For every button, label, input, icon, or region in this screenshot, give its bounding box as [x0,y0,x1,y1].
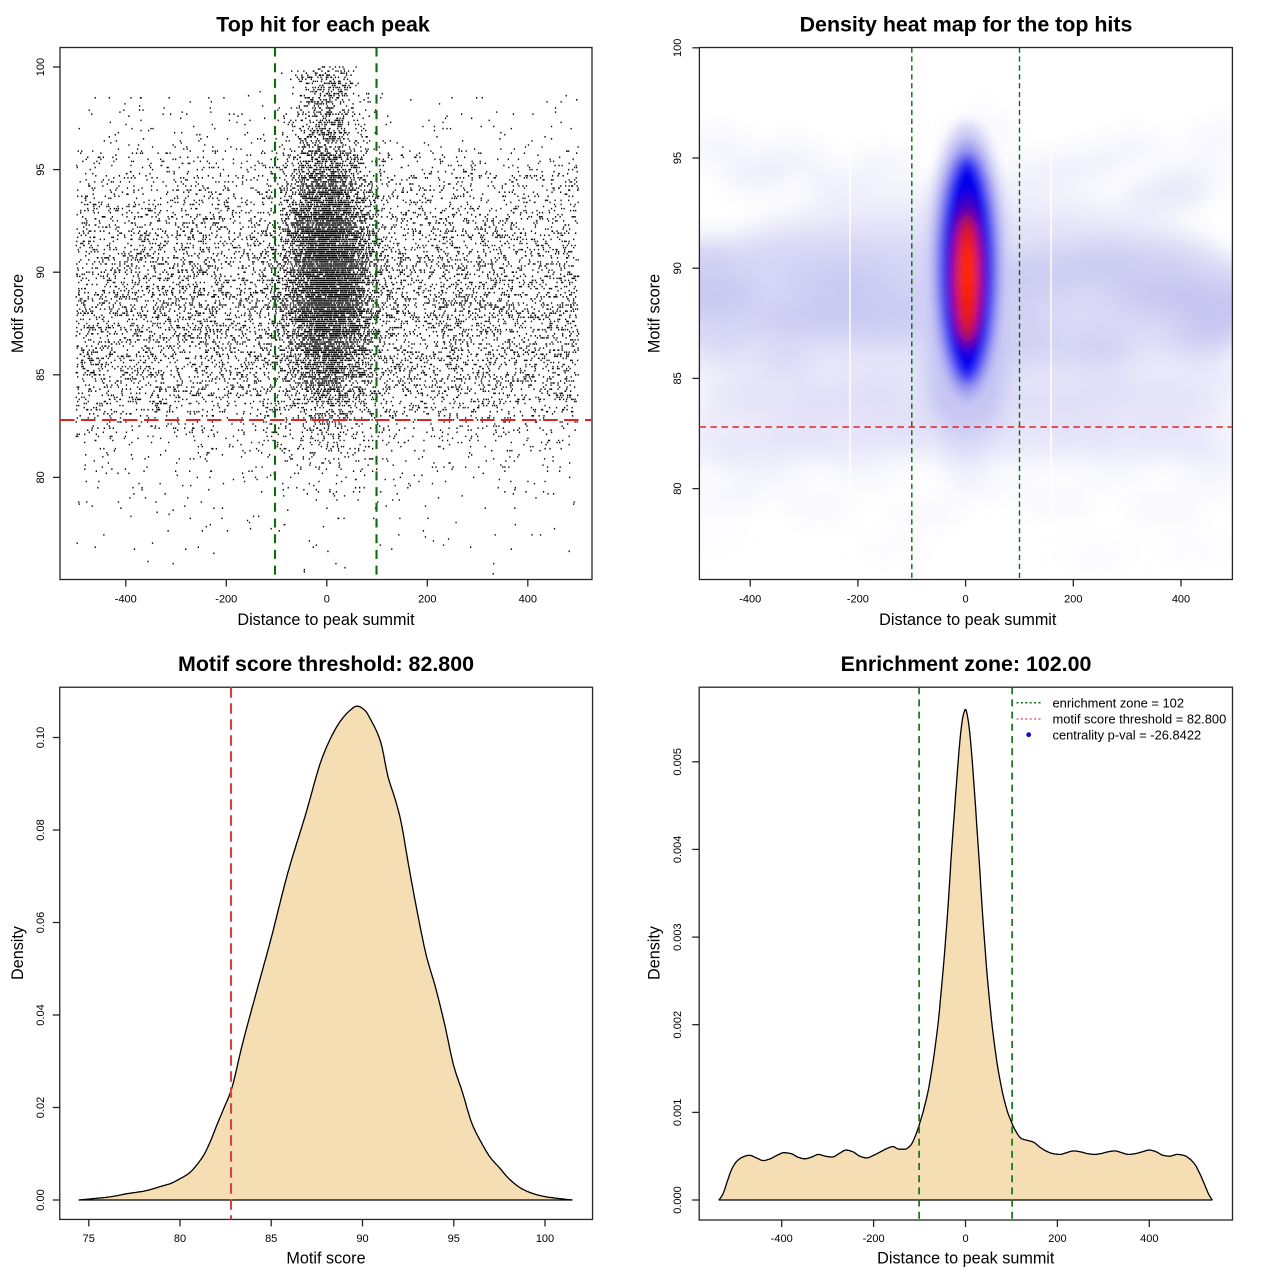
svg-text:0: 0 [963,593,969,605]
svg-text:Top hit for each peak: Top hit for each peak [216,13,430,37]
svg-text:-400: -400 [115,593,137,605]
svg-text:100: 100 [536,1233,554,1245]
svg-text:0.005: 0.005 [672,748,684,776]
svg-text:Enrichment zone: 102.00: Enrichment zone: 102.00 [841,652,1092,676]
svg-text:Density: Density [646,925,664,980]
svg-text:100: 100 [672,39,684,57]
svg-text:80: 80 [672,482,684,494]
svg-text:-200: -200 [215,593,237,605]
svg-text:200: 200 [1048,1233,1066,1245]
svg-text:Density: Density [9,925,27,980]
svg-text:Distance to peak summit: Distance to peak summit [877,1249,1055,1267]
svg-text:90: 90 [356,1233,368,1245]
svg-text:-200: -200 [847,593,869,605]
svg-text:-400: -400 [771,1233,793,1245]
svg-text:0.002: 0.002 [672,1011,684,1039]
svg-text:0.00: 0.00 [35,1189,47,1210]
svg-text:200: 200 [418,593,436,605]
svg-text:-200: -200 [863,1233,885,1245]
svg-text:Motif score threshold: 82.800: Motif score threshold: 82.800 [178,652,474,676]
svg-text:0.004: 0.004 [672,836,684,864]
svg-text:75: 75 [83,1233,95,1245]
svg-text:400: 400 [519,593,537,605]
svg-text:90: 90 [35,266,47,278]
svg-text:0.06: 0.06 [35,912,47,933]
svg-text:Motif score: Motif score [286,1249,365,1267]
svg-text:Distance to peak summit: Distance to peak summit [237,611,415,629]
svg-text:0.001: 0.001 [672,1099,684,1127]
svg-text:0.04: 0.04 [35,1004,47,1025]
svg-text:Density heat map for the top h: Density heat map for the top hits [800,13,1133,37]
svg-text:400: 400 [1172,593,1190,605]
svg-text:Distance to peak summit: Distance to peak summit [879,611,1057,629]
svg-text:90: 90 [672,262,684,274]
svg-text:0: 0 [962,1233,968,1245]
svg-text:80: 80 [35,471,47,483]
svg-text:95: 95 [448,1233,460,1245]
svg-text:0: 0 [324,593,330,605]
svg-text:Motif score: Motif score [646,274,664,353]
svg-text:85: 85 [672,372,684,384]
svg-text:0.000: 0.000 [672,1186,684,1214]
svg-text:motif score threshold = 82.800: motif score threshold = 82.800 [1053,712,1227,727]
svg-text:0.10: 0.10 [35,727,47,748]
svg-text:0.003: 0.003 [672,923,684,951]
svg-text:80: 80 [174,1233,186,1245]
svg-text:400: 400 [1140,1233,1158,1245]
svg-text:Motif score: Motif score [9,274,27,353]
svg-text:85: 85 [265,1233,277,1245]
svg-text:enrichment zone = 102: enrichment zone = 102 [1053,696,1185,711]
svg-text:100: 100 [35,58,47,76]
svg-text:-400: -400 [739,593,761,605]
svg-text:95: 95 [672,152,684,164]
svg-text:95: 95 [35,163,47,175]
svg-text:200: 200 [1064,593,1082,605]
svg-text:0.02: 0.02 [35,1097,47,1118]
svg-text:0.08: 0.08 [35,819,47,840]
svg-text:centrality p-val = -26.8422: centrality p-val = -26.8422 [1053,728,1202,743]
svg-text:85: 85 [35,369,47,381]
